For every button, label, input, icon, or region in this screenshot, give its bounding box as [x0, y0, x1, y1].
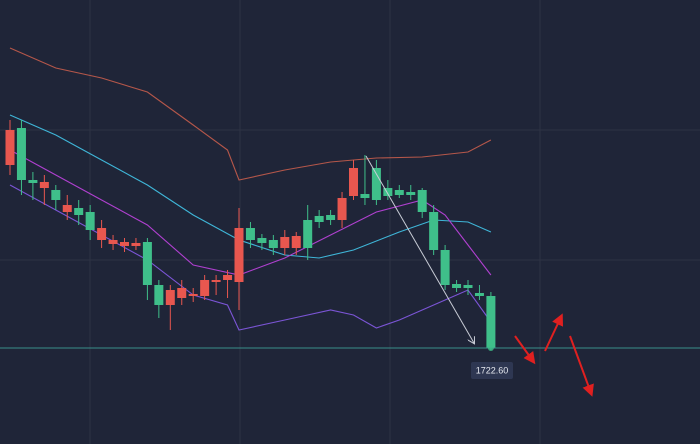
candle-body	[200, 280, 210, 296]
candle-body	[234, 228, 244, 282]
candle-body	[371, 168, 381, 200]
candle-body	[62, 205, 72, 212]
candle-body	[291, 236, 301, 248]
candle-body	[452, 284, 462, 288]
candle-body	[120, 242, 129, 246]
red-arrow	[514, 335, 536, 365]
candle-body	[85, 212, 95, 230]
candle-body	[486, 296, 496, 348]
candle-body	[142, 242, 152, 285]
candle-body	[268, 240, 278, 248]
candle-layer	[5, 120, 496, 350]
candle-body	[211, 280, 221, 282]
candle-body	[383, 188, 393, 196]
candle-body	[188, 294, 198, 296]
candle-body	[177, 288, 187, 298]
candle-body	[28, 180, 38, 183]
price-label-box	[471, 362, 513, 379]
candle-body	[257, 238, 267, 243]
candle-body	[154, 285, 164, 305]
candle-body	[349, 168, 358, 196]
indicator-line	[9, 47, 492, 181]
candle-body	[16, 128, 26, 180]
candle-body	[406, 192, 416, 195]
candle-body	[280, 237, 290, 248]
candle-body	[303, 220, 313, 248]
price-label: 1722.60	[476, 365, 509, 375]
red-arrow	[544, 313, 564, 352]
candle-body	[5, 130, 15, 165]
candle-body	[223, 275, 233, 280]
candle-body	[74, 208, 84, 215]
price-layer	[0, 345, 700, 351]
candle-body	[165, 290, 175, 305]
candle-body	[245, 228, 255, 240]
indicator-line	[9, 149, 492, 276]
candle-body	[463, 285, 473, 288]
candle-body	[440, 250, 450, 285]
candle-body	[474, 293, 484, 296]
candle-body	[51, 190, 61, 200]
candle-body	[326, 215, 336, 220]
candle-body	[429, 212, 439, 250]
candle-body	[394, 190, 404, 195]
candle-body	[108, 240, 118, 244]
candle-body	[337, 198, 347, 220]
candle-body	[360, 194, 370, 198]
candle-body	[417, 190, 427, 212]
red-arrow	[569, 335, 594, 397]
annotations	[365, 155, 594, 397]
candle-body	[131, 243, 141, 246]
trend-arrow	[365, 155, 474, 343]
candle-body	[314, 216, 324, 222]
candle-body	[97, 228, 107, 240]
candle-body	[39, 182, 49, 188]
last-price-dot	[487, 345, 494, 351]
